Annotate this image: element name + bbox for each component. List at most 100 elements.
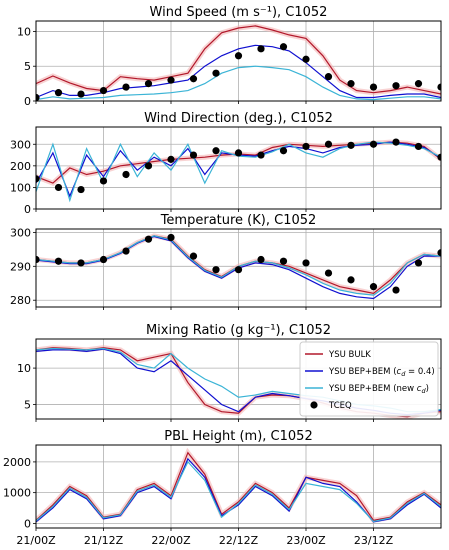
plot-area xyxy=(36,138,441,203)
obs-point xyxy=(234,266,243,274)
obs-point xyxy=(279,147,288,155)
x-tick-label: 23/00Z xyxy=(286,534,326,547)
obs-point xyxy=(36,255,40,264)
panel-title: Wind Speed (m s⁻¹), C1052 xyxy=(150,5,328,20)
obs-point xyxy=(302,142,310,151)
y-tick-label: 200 xyxy=(10,160,31,173)
obs-point xyxy=(392,286,400,294)
legend-label: YSU BEP+BEM (new cd) xyxy=(328,384,429,395)
panel-title: Wind Direction (deg.), C1052 xyxy=(144,111,333,126)
x-tick-label: 21/12Z xyxy=(84,534,124,547)
obs-point xyxy=(324,140,333,148)
plot-area xyxy=(36,447,441,524)
y-tick-label: 300 xyxy=(10,226,31,239)
obs-point xyxy=(99,255,108,264)
axes-frame xyxy=(35,126,442,210)
obs-point xyxy=(167,233,175,242)
plot-area xyxy=(36,23,441,101)
axes-frame xyxy=(35,444,442,529)
y-tick-label: 0 xyxy=(24,517,31,530)
obs-point xyxy=(144,235,153,243)
y-tick-label: 5 xyxy=(24,398,31,411)
obs-point xyxy=(122,247,130,255)
panel-title: Mixing Ratio (g kg⁻¹), C1052 xyxy=(146,323,331,338)
obs-point xyxy=(279,257,288,265)
obs-point xyxy=(257,151,265,159)
obs-point xyxy=(302,55,310,63)
obs-point xyxy=(347,141,355,149)
y-tick-label: 0 xyxy=(24,95,31,108)
y-tick-label: 10 xyxy=(17,25,31,38)
obs-point xyxy=(144,162,153,170)
obs-point xyxy=(324,269,333,277)
obs-point xyxy=(437,83,441,91)
panel-3: Temperature (K), C1052 280 290 300 xyxy=(10,213,442,310)
y-tick-label: 290 xyxy=(10,260,31,273)
panel-1: Wind Speed (m s⁻¹), C1052 0 5 10 xyxy=(17,5,442,108)
obs-point xyxy=(189,151,198,159)
obs-point xyxy=(212,147,220,155)
x-tick-label: 21/00Z xyxy=(16,534,56,547)
obs-point xyxy=(414,80,423,88)
obs-point xyxy=(302,259,310,267)
legend-label: YSU BEP+BEM (cd = 0.4) xyxy=(328,367,435,378)
legend-label: YSU BULK xyxy=(328,350,371,360)
series-line xyxy=(36,65,441,101)
obs-point xyxy=(122,83,130,91)
obs-point xyxy=(144,80,153,88)
obs-point xyxy=(257,45,265,53)
obs-point xyxy=(54,257,63,265)
obs-point xyxy=(212,69,220,77)
obs-point xyxy=(279,43,288,51)
panel-title: PBL Height (m), C1052 xyxy=(164,429,312,444)
y-tick-label: 300 xyxy=(10,138,31,151)
obs-point xyxy=(212,266,220,274)
obs-point xyxy=(167,155,175,163)
obs-point xyxy=(99,177,108,185)
obs-point xyxy=(414,259,423,267)
axes-frame xyxy=(35,228,442,308)
panel-2: Wind Direction (deg.), C1052 0 100 200 300 xyxy=(10,111,442,216)
axes-frame xyxy=(35,338,442,420)
obs-point xyxy=(369,283,378,291)
obs-point xyxy=(414,142,423,151)
panel-title: Temperature (K), C1052 xyxy=(160,213,317,228)
y-tick-label: 280 xyxy=(10,294,31,307)
obs-point xyxy=(347,80,355,88)
y-tick-label: 1000 xyxy=(3,487,31,500)
plot-area xyxy=(36,233,441,300)
obs-point xyxy=(189,252,198,260)
obs-point xyxy=(234,149,243,157)
y-tick-label: 2000 xyxy=(3,456,31,469)
obs-point xyxy=(99,86,108,95)
obs-point xyxy=(189,75,198,83)
legend-label: TCEQ xyxy=(328,401,352,411)
y-tick-label: 10 xyxy=(17,362,31,375)
y-tick-label: 100 xyxy=(10,181,31,194)
obs-point xyxy=(392,82,400,90)
obs-point xyxy=(167,76,175,84)
panel-5: PBL Height (m), C1052 21/00Z 21/12Z 22/00Z 2… xyxy=(3,429,442,547)
obs-point xyxy=(369,140,378,148)
obs-point xyxy=(77,90,85,98)
obs-point xyxy=(234,52,243,60)
axes-frame xyxy=(35,20,442,102)
x-tick-label: 23/12Z xyxy=(354,534,394,547)
obs-point xyxy=(122,170,130,179)
obs-point xyxy=(437,249,441,257)
obs-point xyxy=(369,83,378,91)
obs-point xyxy=(324,73,333,81)
obs-point xyxy=(36,175,40,183)
obs-point xyxy=(54,89,63,97)
legend: YSU BULK YSU BEP+BEM (cd = 0.4) YSU BEP+BE… xyxy=(299,341,439,417)
obs-point xyxy=(437,153,441,161)
obs-point xyxy=(392,138,400,146)
y-tick-label: 0 xyxy=(24,203,31,216)
legend-marker xyxy=(310,401,318,409)
obs-point xyxy=(36,93,40,101)
y-tick-label: 5 xyxy=(24,60,31,73)
x-tick-label: 22/00Z xyxy=(151,534,191,547)
obs-point xyxy=(77,259,85,267)
